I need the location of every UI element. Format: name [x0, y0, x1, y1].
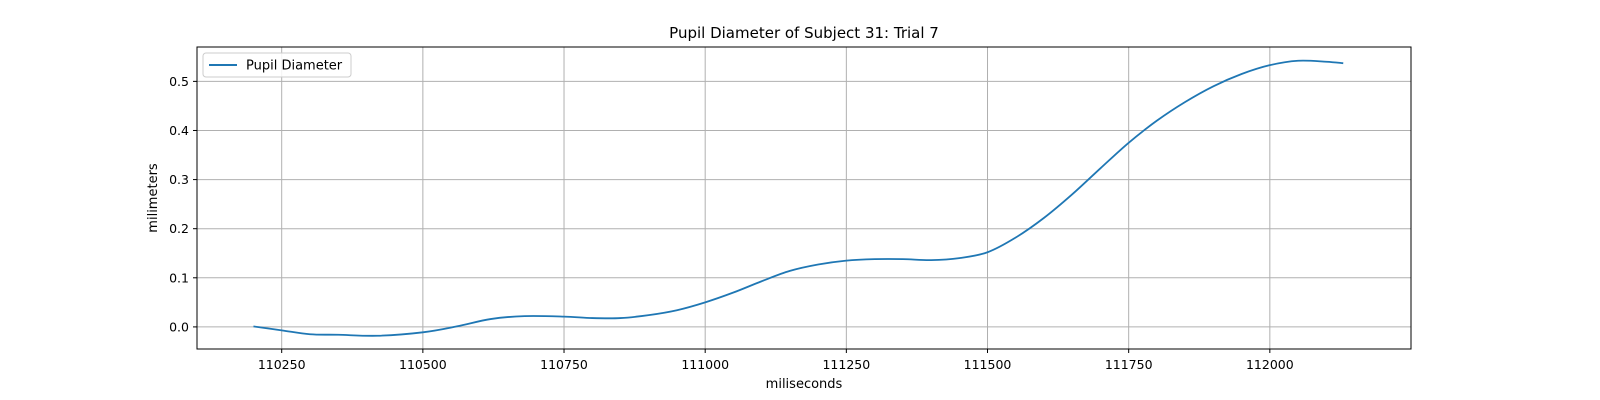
- chart-title: Pupil Diameter of Subject 31: Trial 7: [669, 24, 939, 42]
- legend: Pupil Diameter: [202, 52, 352, 78]
- x-tick-label: 110750: [540, 357, 588, 372]
- grid: [197, 47, 1411, 349]
- ticks: 110250 110500 110750 111000 111250 111500 1117…: [169, 74, 1294, 372]
- x-tick-label: 111500: [964, 357, 1012, 372]
- x-tick-label: 110500: [399, 357, 447, 372]
- y-tick-label: 0.2: [169, 221, 189, 236]
- legend-box: [202, 52, 352, 78]
- x-tick-label: 111000: [681, 357, 729, 372]
- axes-frame: [196, 46, 1412, 350]
- y-tick-label: 0.0: [169, 319, 189, 334]
- y-tick-label: 0.1: [169, 270, 189, 285]
- x-tick-label: 111750: [1105, 357, 1153, 372]
- x-axis-label: miliseconds: [766, 377, 843, 392]
- legend-label-pupil-diameter: Pupil Diameter: [246, 59, 343, 74]
- plot-area: [253, 59, 1344, 337]
- y-tick-label: 0.4: [169, 123, 189, 138]
- x-tick-label: 111250: [822, 357, 870, 372]
- x-tick-label: 110250: [258, 357, 306, 372]
- y-tick-label: 0.3: [169, 172, 189, 187]
- y-axis-label: milimeters: [146, 163, 161, 233]
- x-tick-label: 112000: [1246, 357, 1294, 372]
- y-tick-label: 0.5: [169, 74, 189, 89]
- series-line-pupil-diameter: [253, 59, 1344, 337]
